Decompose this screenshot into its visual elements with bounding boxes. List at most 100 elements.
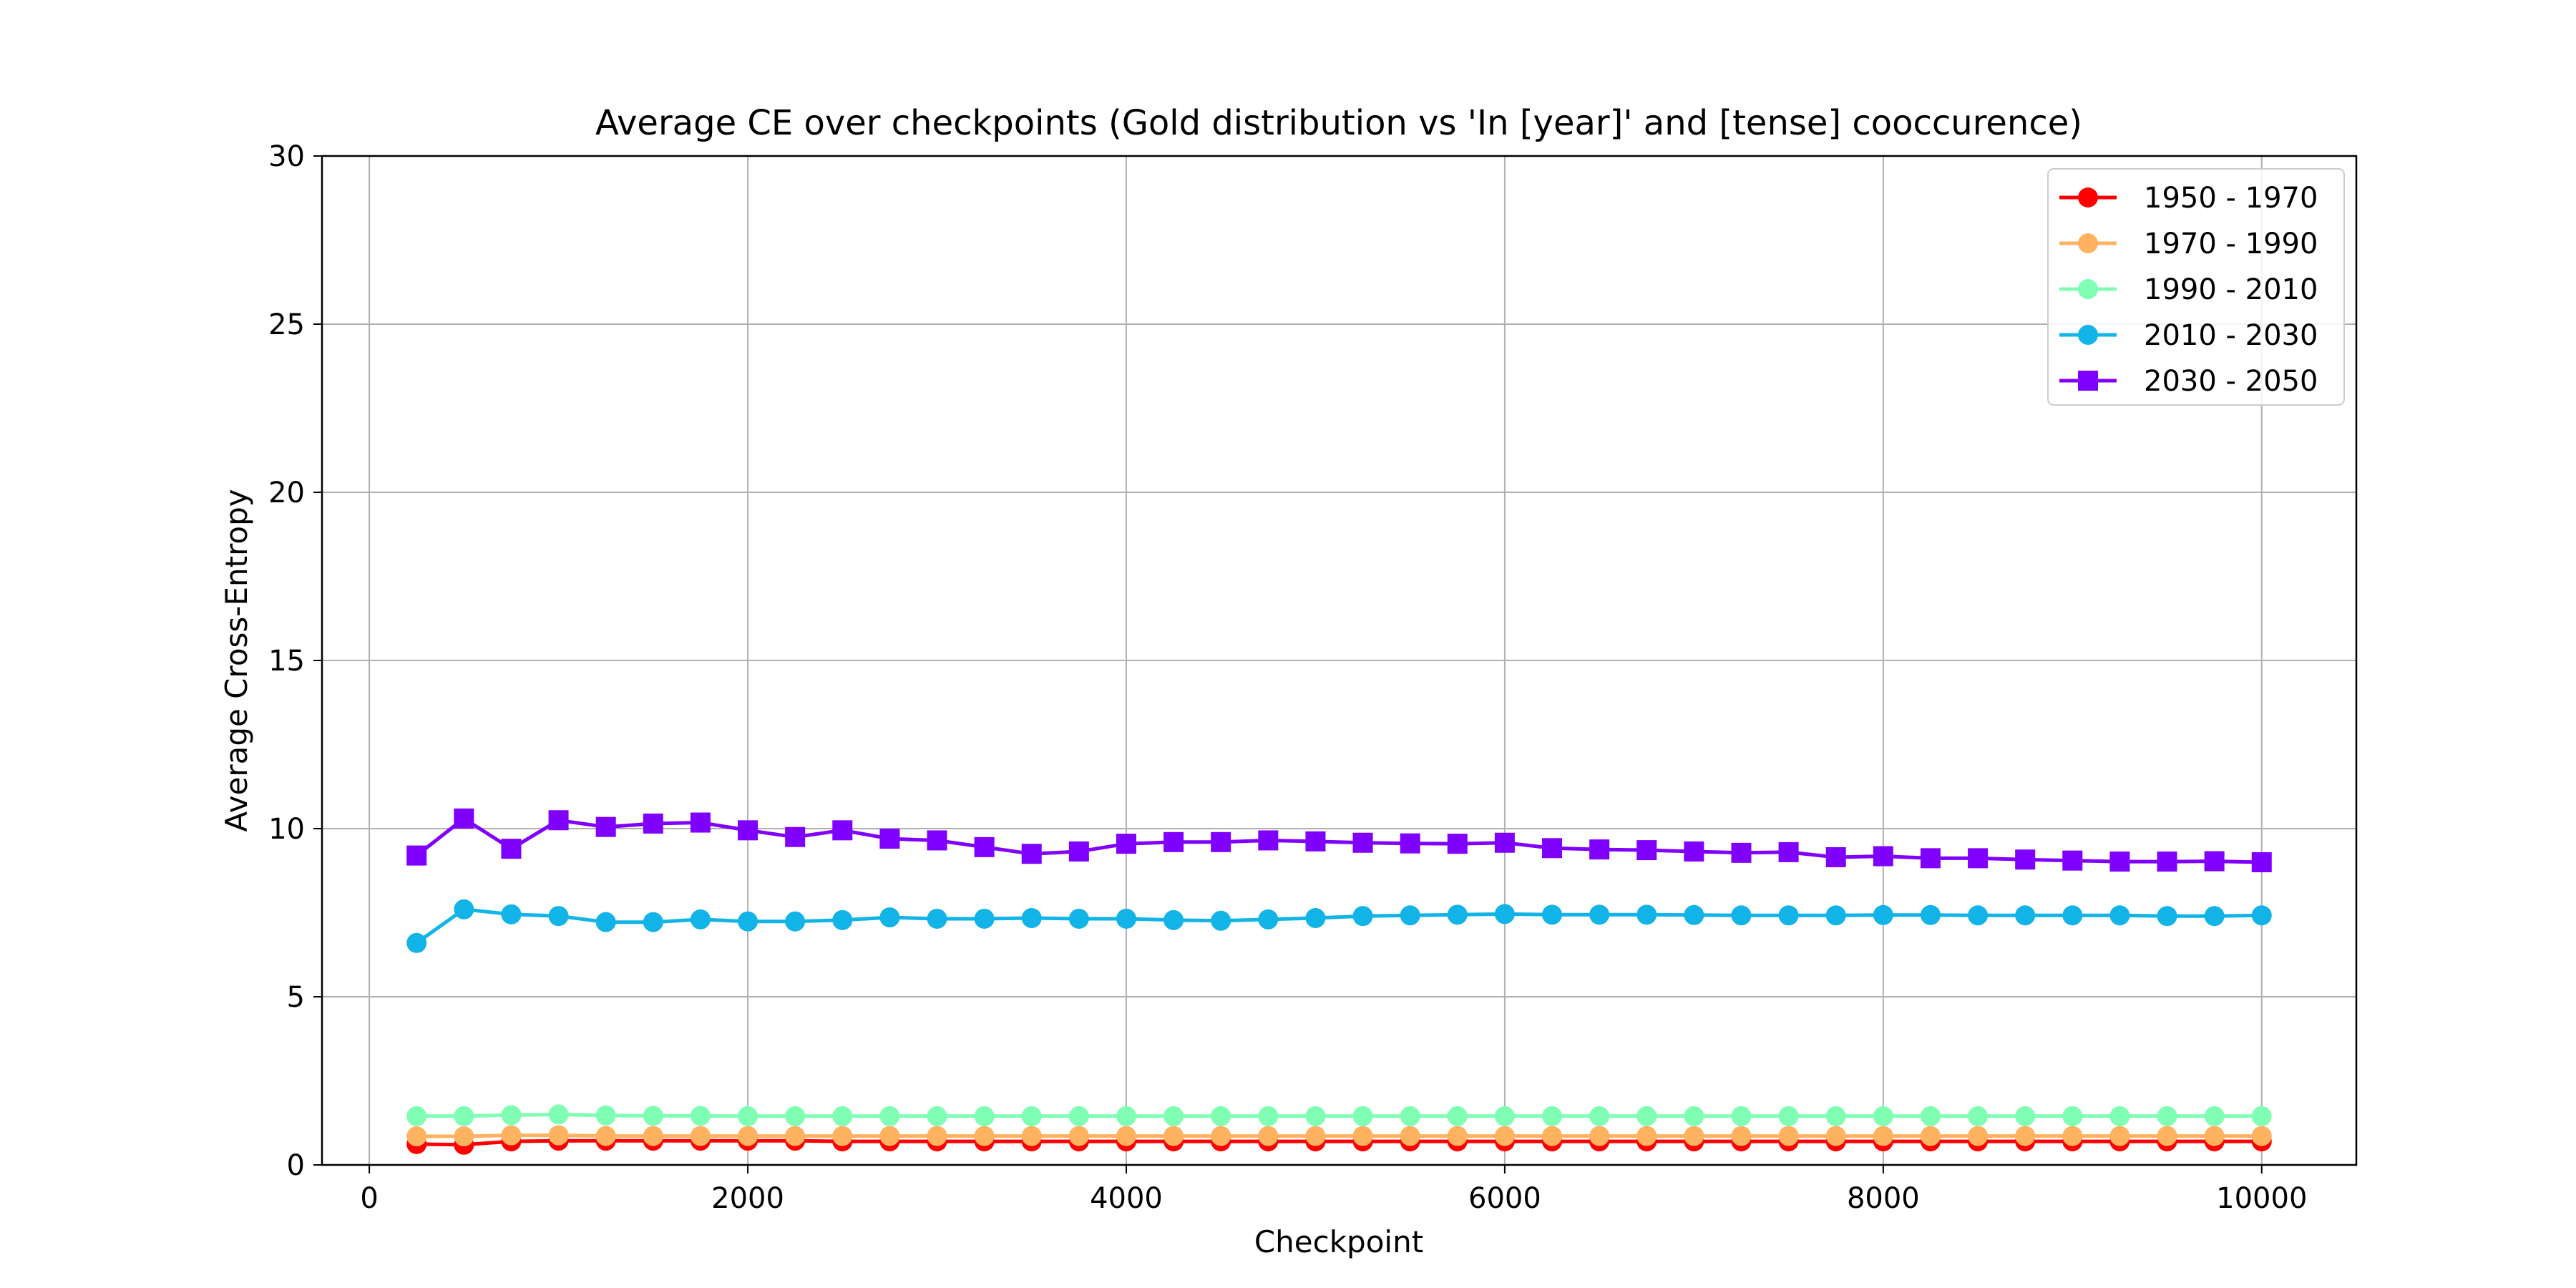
data-point — [738, 911, 758, 932]
data-point — [1873, 904, 1893, 925]
y-tick-label: 15 — [268, 645, 305, 678]
data-point — [1258, 830, 1279, 851]
data-point — [1920, 1106, 1941, 1126]
y-tick-label: 25 — [268, 308, 305, 341]
data-point — [1778, 1126, 1799, 1146]
series-group — [406, 808, 2272, 1155]
data-point — [974, 908, 995, 929]
data-point — [1778, 841, 1799, 862]
data-point — [690, 909, 711, 930]
data-point — [2062, 905, 2083, 926]
data-point — [1968, 848, 1989, 869]
y-tick-label: 5 — [287, 981, 305, 1014]
data-point — [1447, 1126, 1468, 1146]
data-point — [2251, 905, 2272, 926]
series-line — [415, 816, 2262, 864]
data-point — [879, 907, 900, 928]
data-point — [1825, 1126, 1846, 1146]
data-point — [974, 1106, 995, 1126]
series-1990-2010 — [406, 1104, 2272, 1126]
data-point — [1968, 1126, 1989, 1146]
legend-marker — [2078, 371, 2098, 391]
legend-marker — [2078, 279, 2098, 299]
data-point — [1636, 840, 1657, 861]
data-point — [974, 1126, 995, 1146]
data-point — [927, 1126, 947, 1146]
data-point — [690, 812, 711, 833]
data-point — [2062, 1106, 2083, 1126]
data-point — [406, 932, 427, 953]
data-point — [832, 909, 853, 930]
legend-marker — [2078, 325, 2098, 345]
data-point — [1542, 838, 1563, 859]
data-point — [927, 908, 947, 929]
data-point — [1684, 1106, 1704, 1126]
data-point — [501, 1105, 522, 1126]
data-point — [643, 1106, 663, 1126]
data-point — [1352, 906, 1373, 927]
data-point — [1542, 1126, 1563, 1146]
data-point — [2015, 1106, 2036, 1126]
data-point — [1447, 834, 1468, 854]
data-point — [1731, 842, 1752, 863]
data-point — [832, 1106, 853, 1126]
data-point — [1873, 1106, 1893, 1126]
data-point — [454, 899, 474, 919]
legend-label: 1990 - 2010 — [2144, 273, 2318, 306]
data-point — [2204, 906, 2225, 927]
data-point — [643, 813, 663, 834]
data-point — [501, 839, 522, 859]
data-point — [1636, 904, 1657, 925]
y-tick-label: 30 — [268, 140, 305, 173]
data-point — [1920, 1126, 1941, 1146]
x-axis-label: Checkpoint — [1254, 1224, 1423, 1259]
data-point — [2015, 1126, 2036, 1146]
data-point — [454, 1106, 474, 1126]
data-point — [1021, 844, 1042, 864]
data-point — [548, 1104, 569, 1125]
data-point — [595, 816, 616, 837]
data-point — [1163, 1106, 1184, 1126]
data-point — [785, 1126, 806, 1146]
data-point — [1589, 1126, 1610, 1146]
data-point — [1163, 831, 1184, 852]
data-point — [1021, 908, 1042, 929]
data-point — [1211, 831, 1231, 852]
data-point — [1731, 1126, 1752, 1146]
data-point — [974, 836, 995, 857]
data-point — [2157, 906, 2177, 927]
data-point — [738, 820, 758, 841]
legend-item: 1990 - 2010 — [2059, 273, 2318, 306]
legend: 1950 - 1970 1970 - 1990 1990 - 2010 2010 - … — [2047, 168, 2345, 406]
data-point — [2251, 1126, 2272, 1146]
data-point — [1778, 1106, 1799, 1126]
data-point — [2251, 852, 2272, 872]
data-point — [1968, 905, 1989, 926]
data-point — [1116, 1126, 1136, 1146]
series-1970-1990 — [406, 1125, 2272, 1147]
data-point — [785, 911, 806, 932]
data-point — [1684, 1126, 1704, 1146]
data-point — [406, 1126, 427, 1147]
legend-item: 2010 - 2030 — [2059, 319, 2318, 352]
x-tick-label: 4000 — [1090, 1182, 1163, 1215]
data-point — [501, 1125, 522, 1146]
data-point — [832, 1126, 853, 1146]
data-point — [1731, 905, 1752, 926]
data-point — [2015, 849, 2036, 870]
data-point — [1352, 832, 1373, 853]
x-tick-label: 0 — [360, 1182, 378, 1215]
data-point — [1825, 905, 1846, 926]
data-point — [1636, 1106, 1657, 1126]
data-point — [595, 1105, 616, 1126]
x-tick-label: 2000 — [711, 1182, 784, 1215]
data-point — [2204, 1106, 2225, 1126]
data-point — [1589, 904, 1610, 925]
data-point — [643, 912, 663, 932]
data-point — [1731, 1106, 1752, 1126]
data-point — [785, 1106, 806, 1126]
data-point — [879, 1126, 900, 1146]
data-point — [1542, 1106, 1563, 1126]
data-point — [1494, 904, 1515, 924]
